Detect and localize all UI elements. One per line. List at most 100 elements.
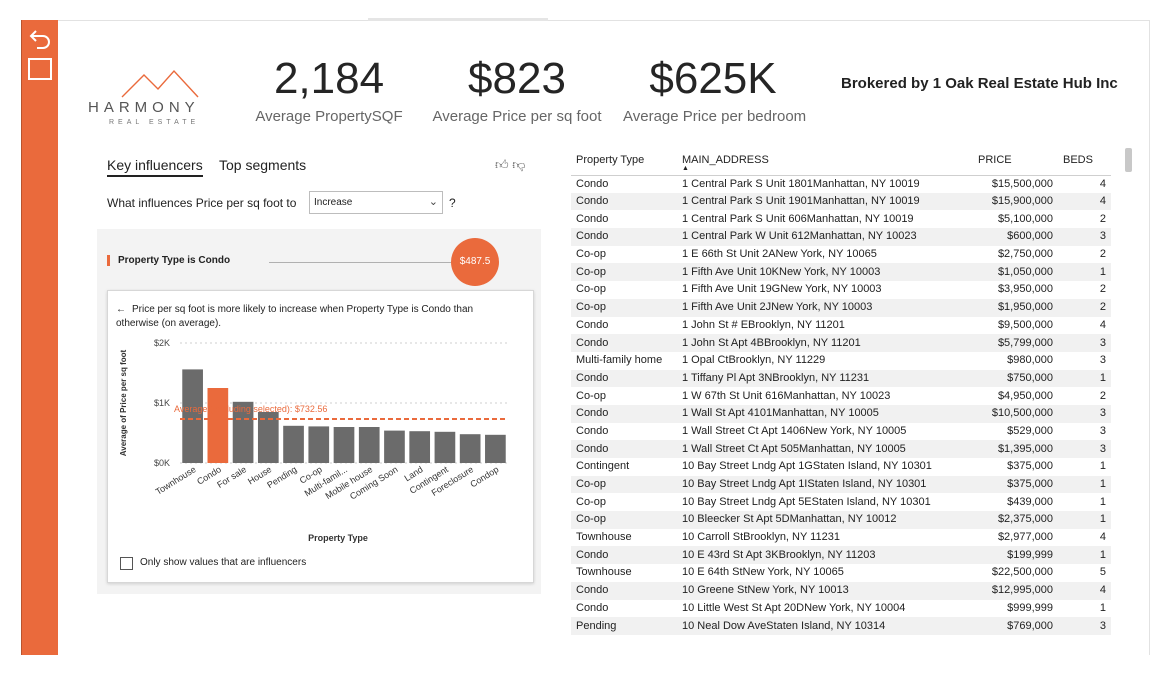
table-row[interactable]: Condo 1 Wall St Apt 4101Manhattan, NY 100… — [571, 404, 1111, 423]
bar[interactable] — [358, 427, 380, 463]
influencer-question: What influences Price per sq foot to — [107, 196, 297, 210]
cell-property-type: Condo — [571, 440, 677, 458]
broker-text: Brokered by 1 Oak Real Estate Hub Inc — [841, 75, 1118, 92]
y-tick-label: $2K — [154, 338, 170, 348]
x-tick-label: Condop — [468, 464, 500, 489]
table-row[interactable]: Condo 10 Little West St Apt 20DNew York, … — [571, 600, 1111, 618]
influencer-label[interactable]: Property Type is Condo — [107, 255, 230, 266]
cell-beds: 3 — [1058, 334, 1111, 352]
influencer-panel: Property Type is Condo $487.5 ← Price per… — [97, 229, 541, 594]
cell-beds: 2 — [1099, 248, 1106, 261]
bar[interactable] — [207, 388, 229, 463]
table-row[interactable]: Townhouse 10 Carroll StBrooklyn, NY 11231… — [571, 529, 1111, 547]
table-row[interactable]: Condo 1 John St # EBrooklyn, NY 11201 $9,5… — [571, 317, 1111, 335]
cell-price: $2,977,000 — [997, 531, 1053, 544]
feedback-buttons: 👍︎ 👎︎ — [495, 157, 525, 173]
table-row[interactable]: Pending 10 Neal Dow AveStaten Island, NY … — [571, 617, 1111, 635]
column-header-price[interactable]: PRICE — [973, 145, 1058, 176]
detail-text: Price per sq foot is more likely to incr… — [116, 304, 474, 329]
column-header-property-type[interactable]: Property Type — [571, 145, 677, 176]
cell-price: $1,395,000 — [973, 440, 1058, 458]
cell-main-address: 1 Wall St Apt 4101Manhattan, NY 10005 — [677, 404, 973, 423]
cell-beds: 4 — [1058, 581, 1111, 600]
table-row[interactable]: Condo 1 Central Park S Unit 1901Manhattan… — [571, 192, 1111, 211]
table-row[interactable]: Condo 1 Central Park S Unit 606Manhattan,… — [571, 210, 1111, 228]
bar[interactable] — [434, 431, 456, 463]
influencer-bubble[interactable]: $487.5 — [451, 238, 499, 286]
table-row[interactable]: Condo 1 Central Park W Unit 612Manhattan,… — [571, 228, 1111, 246]
cell-beds: 4 — [1099, 318, 1106, 331]
cell-main-address: 1 Fifth Ave Unit 10KNew York, NY 10003 — [677, 263, 973, 282]
cell-price: $1,050,000 — [973, 263, 1058, 282]
house-roof-logo — [121, 69, 199, 98]
bar[interactable] — [182, 369, 203, 463]
table-row[interactable]: Townhouse 10 E 64th StNew York, NY 10065 $… — [571, 564, 1111, 582]
cell-beds: 2 — [1058, 298, 1111, 317]
y-tick-label: $0K — [154, 458, 170, 468]
tab-top-segments[interactable]: Top segments — [219, 157, 307, 173]
property-table: Property Type MAIN_ADDRESS ▲ PRICE BEDS C… — [571, 145, 1111, 635]
cell-beds: 3 — [1099, 354, 1106, 367]
cell-main-address: 1 Wall Street Ct Apt 1406New York, NY 10… — [682, 424, 907, 437]
bar[interactable] — [384, 430, 405, 463]
cell-price: $439,000 — [1007, 495, 1053, 508]
thumbs-down-icon[interactable]: 👎︎ — [512, 157, 526, 172]
undo-icon[interactable] — [27, 25, 54, 52]
cell-property-type: Co-op — [571, 475, 677, 494]
cell-price: $999,999 — [1007, 601, 1053, 614]
column-header-label: MAIN_ADDRESS — [682, 153, 769, 166]
cell-beds: 1 — [1099, 601, 1106, 614]
bar[interactable] — [333, 427, 355, 463]
table-row[interactable]: Condo 1 Wall Street Ct Apt 1406New York, … — [571, 423, 1111, 441]
cell-property-type: Condo — [571, 228, 677, 246]
table-row[interactable]: Contingent 10 Bay Street Lndg Apt 1GState… — [571, 458, 1111, 476]
table-row[interactable]: Co-op 1 Fifth Ave Unit 2JNew York, NY 100… — [571, 298, 1111, 317]
table-row[interactable]: Condo 1 Wall Street Ct Apt 505Manhattan, … — [571, 440, 1111, 458]
kpi-price-per-bedroom: $625K Average Price per bedroom — [623, 53, 806, 125]
column-header-beds[interactable]: BEDS — [1058, 145, 1111, 176]
cell-beds: 4 — [1099, 177, 1106, 190]
table-row[interactable]: Condo 1 Central Park S Unit 1801Manhattan… — [571, 175, 1111, 193]
cell-beds: 1 — [1058, 475, 1111, 494]
table-row[interactable]: Multi-family home 1 Opal CtBrooklyn, NY 1… — [571, 352, 1111, 370]
cell-main-address: 10 Bleecker St Apt 5DManhattan, NY 10012 — [677, 511, 973, 529]
cell-beds: 2 — [1099, 212, 1106, 225]
table-row[interactable]: Co-op 1 W 67th St Unit 616Manhattan, NY 1… — [571, 387, 1111, 405]
table-row[interactable]: Condo 1 Tiffany Pl Apt 3NBrooklyn, NY 112… — [571, 369, 1111, 388]
table-row[interactable]: Condo 1 John St Apt 4BBrooklyn, NY 11201 $… — [571, 334, 1111, 352]
brand-name: HARMONY — [88, 99, 200, 116]
table-row[interactable]: Co-op 10 Bay Street Lndg Apt 5EStaten Isl… — [571, 493, 1111, 511]
cell-property-type: Co-op — [571, 298, 677, 317]
bar[interactable] — [232, 401, 254, 463]
cell-property-type: Contingent — [576, 460, 630, 473]
table-row[interactable]: Co-op 1 Fifth Ave Unit 10KNew York, NY 10… — [571, 263, 1111, 282]
bar[interactable] — [459, 434, 481, 463]
table-row[interactable]: Co-op 10 Bay Street Lndg Apt 1IStaten Isl… — [571, 475, 1111, 494]
square-icon[interactable] — [27, 56, 54, 83]
cell-property-type: Condo — [571, 369, 677, 388]
cell-beds: 3 — [1058, 404, 1111, 423]
cell-property-type: Co-op — [571, 263, 677, 282]
bar[interactable] — [308, 426, 330, 463]
table-row[interactable]: Condo 10 E 43rd St Apt 3KBrooklyn, NY 112… — [571, 546, 1111, 565]
help-icon[interactable]: ? — [449, 196, 456, 210]
back-arrow-icon[interactable]: ← — [116, 304, 126, 315]
bar[interactable] — [257, 412, 279, 463]
bar[interactable] — [283, 425, 304, 463]
bar[interactable] — [409, 431, 431, 463]
table-row[interactable]: Co-op 1 Fifth Ave Unit 19GNew York, NY 10… — [571, 281, 1111, 299]
bar[interactable] — [485, 434, 506, 463]
table-row[interactable]: Co-op 10 Bleecker St Apt 5DManhattan, NY … — [571, 511, 1111, 529]
table-row[interactable]: Condo 10 Greene StNew York, NY 10013 $12,9… — [571, 581, 1111, 600]
column-header-main-address[interactable]: MAIN_ADDRESS ▲ — [677, 145, 973, 176]
cell-property-type: Pending — [571, 617, 677, 635]
cell-main-address: 10 E 43rd St Apt 3KBrooklyn, NY 11203 — [677, 546, 973, 565]
table-scrollbar[interactable] — [1125, 148, 1132, 172]
kpi-label: Average Price per sq foot — [432, 108, 602, 125]
direction-dropdown[interactable]: Increase ⌄ — [309, 191, 443, 214]
influencer-only-checkbox[interactable] — [120, 557, 133, 570]
tab-key-influencers[interactable]: Key influencers — [107, 157, 203, 177]
table-row[interactable]: Co-op 1 E 66th St Unit 2ANew York, NY 100… — [571, 246, 1111, 264]
thumbs-up-icon[interactable]: 👍︎ — [495, 157, 509, 172]
